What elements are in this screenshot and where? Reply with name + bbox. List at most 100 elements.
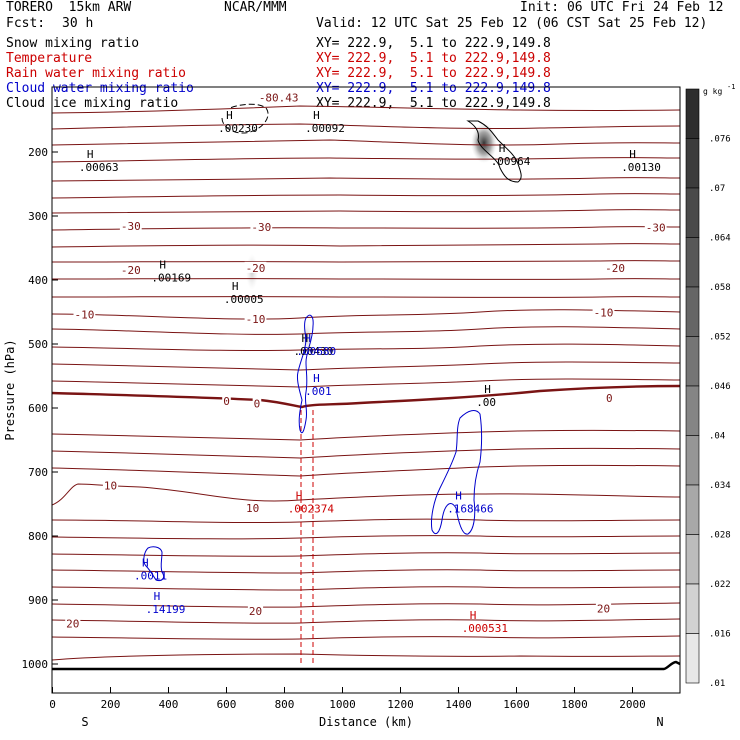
contour-label-bg (257, 91, 300, 103)
isotherm (52, 139, 680, 146)
contour-label-bg (604, 261, 626, 273)
cloud-water-contour (297, 314, 314, 434)
temperature-contour-label: -20 (246, 262, 266, 275)
isotherm (52, 193, 680, 199)
isotherm (52, 209, 680, 214)
maximum-marker: H (470, 609, 477, 622)
maximum-marker: H (455, 489, 462, 502)
maximum-value-label: .168466 (447, 502, 493, 515)
isotherm (52, 361, 680, 371)
contour-label-bg (119, 263, 142, 275)
temperature-contour-label: 10 (104, 479, 117, 492)
isotherm (52, 552, 680, 557)
contour-label-bg (73, 308, 96, 320)
colorbar-swatch (685, 187, 700, 238)
xy-range-cloud-water: XY= 222.9, 5.1 to 222.9,149.8 (316, 81, 551, 96)
agency-label: NCAR/MMM (224, 0, 287, 15)
x-tick-label: 600 (217, 698, 237, 711)
model-title: TORERO 15km ARW (6, 0, 132, 15)
snow-contour (466, 120, 522, 183)
y-tick-label: 1000 (22, 658, 49, 671)
contour-label-bg (595, 602, 612, 614)
maximum-marker: H (484, 383, 491, 396)
isotherm (52, 243, 680, 248)
isotherm (52, 226, 680, 231)
maximum-marker: H (154, 590, 161, 603)
isotherm (52, 618, 680, 624)
isotherm-zero (52, 384, 680, 409)
y-tick-label: 600 (28, 402, 48, 415)
rain-contour-group (300, 410, 314, 665)
isotherm (52, 260, 680, 263)
isotherm (52, 278, 680, 280)
temperature-contour-label: 20 (249, 605, 262, 618)
contour-label-bg (592, 306, 615, 318)
contour-label-bg (250, 220, 273, 232)
temperature-contour-label: -20 (605, 262, 625, 275)
maximum-marker: H (499, 142, 506, 155)
x-axis-label: Distance (km) (319, 715, 413, 729)
contour-label-bg (244, 313, 267, 325)
cloud-water-contour (143, 546, 165, 581)
colorbar-swatch (685, 484, 700, 535)
x-tick-label: 200 (101, 698, 121, 711)
x-tick-label: 0 (49, 698, 56, 711)
isotherm (52, 157, 680, 163)
contour-label-bg (102, 479, 119, 491)
isotherm (52, 535, 680, 540)
colorbar-tick-label: .064 (709, 234, 731, 244)
temperature-contour-label: 0 (606, 392, 613, 405)
x-end-label-south: S (81, 715, 88, 729)
colorbar-tick-label: .022 (709, 580, 731, 590)
contour-layer (52, 103, 680, 665)
isotherm (52, 602, 680, 608)
isotherm (52, 296, 680, 298)
colorbar: .076 .07 .064 .058 .052 .046 .04 .034 .028 .022 .0… (685, 88, 731, 689)
isotherm (52, 586, 680, 591)
x-tick-label: 800 (275, 698, 295, 711)
maximum-marker: H (313, 109, 320, 122)
y-axis-label: Pressure (hPa) (3, 339, 17, 440)
colorbar-tick-label: .076 (709, 135, 731, 145)
contour-label-bg (244, 261, 267, 273)
colorbar-tick-label: .034 (709, 481, 731, 491)
contour-labels-group: -80.43 -30 -30 -30 -20 -20 -20 -10 -10 -10 0 0 0 10 10… (65, 91, 667, 635)
colorbar-swatch (685, 237, 700, 288)
maximum-marker: H (302, 332, 309, 345)
cloud-water-group (143, 314, 482, 581)
contour-label-bg (644, 221, 667, 233)
temperature-contour-label: -10 (246, 313, 266, 326)
x-tick-label: 1400 (445, 698, 472, 711)
x-tick-label: 400 (159, 698, 179, 711)
colorbar-tick-label: .052 (709, 333, 731, 343)
field-name-cloud-ice: Cloud ice mixing ratio (6, 96, 179, 111)
isotherm (52, 569, 680, 574)
maximum-value-label: .000531 (462, 622, 508, 635)
isotherm (52, 123, 680, 130)
colorbar-tick-label: .016 (709, 630, 731, 640)
temperature-contour-label: -20 (121, 264, 141, 277)
maximum-value-label: .0011 (134, 570, 167, 583)
y-tick-label: 300 (28, 210, 48, 223)
axes-group: 0 200 400 600 800 1000 1200 1400 1600 1800 2000200… (22, 146, 646, 711)
maximum-marker: H (142, 557, 149, 570)
maximum-value-label: .00092 (305, 122, 345, 135)
maximum-marker: H (226, 109, 233, 122)
init-time: Init: 06 UTC Fri 24 Feb 12 (520, 0, 724, 15)
maximum-marker: H (304, 332, 311, 345)
colorbar-swatch (685, 534, 700, 585)
colorbar-tick-label: .028 (709, 531, 731, 541)
field-name-cloud-water: Cloud water mixing ratio (6, 81, 194, 96)
maximum-value-label: .00130 (621, 161, 661, 174)
field-name-temperature: Temperature (6, 51, 93, 66)
contour-label-bg (65, 617, 81, 629)
colorbar-tick-label: .058 (709, 283, 731, 293)
maximum-marker: H (313, 372, 320, 385)
colorbar-swatch (685, 336, 700, 387)
colorbar-swatch (685, 88, 700, 139)
colorbar-tick-label: .01 (709, 679, 725, 689)
xy-range-rain: XY= 222.9, 5.1 to 222.9,149.8 (316, 66, 551, 81)
colorbar-unit-exponent: -1 (727, 83, 735, 91)
fcst-value: 30 h (62, 16, 94, 31)
valid-time: Valid: 12 UTC Sat 25 Feb 12 (06 CST Sat … (316, 16, 708, 31)
